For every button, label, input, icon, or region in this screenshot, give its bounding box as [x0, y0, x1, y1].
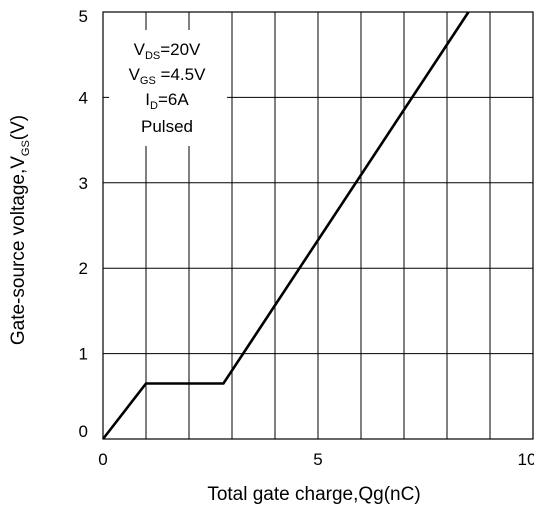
y-tick-label-5: 5 [79, 7, 88, 26]
series-layer [101, 11, 470, 440]
x-tick-labels: 0 5 10 [98, 450, 534, 469]
y-tick-label-2: 2 [79, 259, 88, 278]
y-tick-label-0: 0 [79, 422, 88, 441]
plot-frame [102, 11, 534, 440]
x-axis-label: Total gate charge,Qg(nC) [207, 484, 420, 505]
y-tick-label-3: 3 [79, 174, 88, 193]
x-tick-label-1: 5 [313, 450, 322, 469]
y-tick-labels: 0 1 2 3 4 5 [79, 7, 88, 441]
y-axis-label-main: Gate-source voltage,V [8, 156, 29, 345]
y-tick-label-4: 4 [79, 88, 88, 107]
y-tick-label-1: 1 [79, 345, 88, 364]
annotation-line-1: VGS =4.5V [129, 65, 207, 87]
y-axis-label-sub: GS [20, 140, 32, 156]
annotation-line-3: Pulsed [141, 117, 193, 136]
annotation-line-0: VDS=20V [134, 40, 201, 62]
series-line-0 [101, 11, 470, 440]
y-axis-label: Gate-source voltage,VGS(V) [8, 115, 32, 345]
grid-lines [103, 12, 533, 439]
annotation-background [109, 30, 227, 146]
x-tick-label-0: 0 [98, 450, 107, 469]
test-conditions-annotation: VDS=20V VGS =4.5V ID=6A Pulsed [129, 40, 207, 136]
annotation-line-2: ID=6A [145, 90, 189, 112]
y-axis-label-suffix: (V) [8, 115, 29, 140]
x-tick-label-2: 10 [518, 450, 534, 469]
